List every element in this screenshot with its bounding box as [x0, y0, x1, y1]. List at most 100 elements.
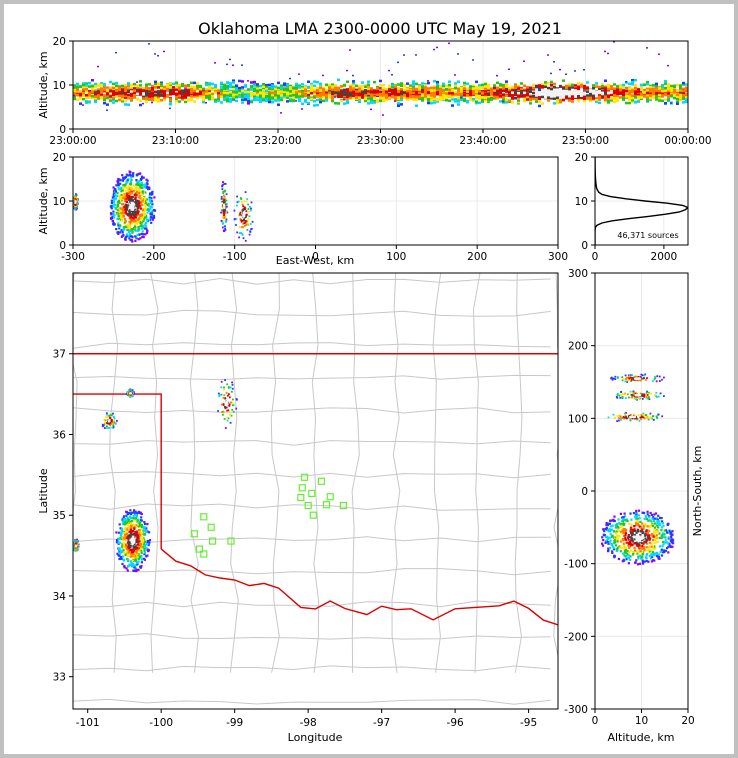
density-cell: [120, 196, 123, 199]
density-cell: [220, 211, 222, 214]
density-cell: [421, 97, 424, 100]
density-cell: [562, 87, 565, 90]
density-cell: [241, 80, 244, 83]
density-cell: [646, 89, 649, 92]
sparse-source: [382, 114, 384, 116]
density-cell: [550, 95, 553, 98]
density-cell: [157, 82, 160, 85]
density-cell: [442, 97, 445, 101]
density-cell: [139, 178, 143, 181]
density-cell: [148, 97, 151, 100]
density-cell: [148, 87, 151, 91]
density-cell: [607, 91, 610, 94]
density-cell: [129, 181, 133, 184]
density-cell: [625, 89, 628, 93]
density-cell: [143, 553, 146, 556]
density-cell: [223, 94, 226, 98]
density-cell: [226, 84, 229, 88]
density-cell: [184, 96, 187, 99]
county-line: [472, 273, 483, 673]
density-cell: [535, 88, 538, 91]
x-tick-label: -100: [149, 717, 173, 729]
density-cell: [412, 83, 415, 87]
density-cell: [91, 79, 94, 82]
density-cell: [580, 93, 583, 96]
density-cell: [451, 93, 454, 96]
density-cell: [256, 93, 259, 97]
density-cell: [160, 86, 163, 90]
y-tick-label: 33: [53, 672, 66, 684]
density-cell: [367, 94, 370, 97]
density-cell: [97, 88, 100, 91]
density-cell: [343, 93, 346, 96]
density-cell: [268, 100, 271, 104]
density-cell: [283, 87, 286, 90]
density-cell: [145, 231, 148, 235]
density-cell: [478, 94, 481, 98]
density-cell: [151, 203, 154, 206]
density-cell: [313, 92, 316, 95]
density-cell: [73, 86, 76, 89]
density-cell: [157, 96, 160, 100]
density-cell: [652, 87, 655, 90]
density-cell: [169, 103, 172, 106]
density-cell: [223, 200, 226, 203]
density-cell: [111, 219, 114, 223]
density-cell: [622, 96, 625, 99]
density-cell: [143, 186, 146, 189]
density-cell: [640, 93, 643, 96]
density-cell: [586, 90, 589, 93]
density-cell: [79, 90, 82, 93]
sparse-source: [97, 65, 99, 68]
density-cell: [145, 100, 148, 103]
density-cell: [277, 96, 280, 99]
density-cell: [493, 86, 496, 90]
density-cell: [251, 220, 254, 223]
density-cell: [361, 85, 364, 88]
density-cell: [427, 81, 430, 85]
density-cell: [508, 99, 511, 102]
county-line: [73, 273, 78, 515]
density-cell: [130, 90, 133, 93]
sparse-source: [295, 100, 297, 102]
density-cell: [128, 230, 132, 233]
density-cell: [124, 91, 127, 94]
density-cell: [97, 90, 100, 93]
density-cell: [239, 197, 242, 199]
density-cell: [598, 88, 601, 91]
density-cell: [496, 87, 499, 91]
density-cell: [126, 186, 129, 189]
density-cell: [246, 198, 249, 200]
density-cell: [271, 84, 274, 87]
density-cell: [475, 100, 478, 103]
density-cell: [283, 96, 286, 100]
sparse-source: [301, 108, 303, 110]
density-cell: [211, 97, 214, 100]
density-cell: [112, 210, 115, 213]
county-line: [270, 273, 280, 673]
density-cell: [220, 101, 223, 104]
density-cell: [130, 564, 133, 567]
density-cell: [143, 527, 146, 530]
density-cell: [138, 218, 141, 221]
density-cell: [151, 98, 154, 102]
density-cell: [337, 91, 340, 94]
density-cell: [229, 92, 232, 96]
density-cell: [229, 85, 232, 89]
density-cell: [145, 222, 148, 225]
density-cell: [248, 215, 251, 218]
density-cell: [140, 232, 143, 235]
density-cell: [280, 93, 283, 97]
density-cell: [193, 94, 196, 98]
density-cell: [146, 179, 149, 182]
figure-title: Oklahoma LMA 2300-0000 UTC May 19, 2021: [198, 19, 562, 38]
density-cell: [409, 90, 412, 93]
density-cell: [547, 90, 550, 93]
density-cell: [682, 101, 685, 104]
density-cell: [502, 98, 505, 102]
density-cell: [129, 548, 132, 551]
density-cell: [248, 233, 251, 236]
sparse-source: [205, 102, 207, 104]
density-cell: [682, 95, 685, 99]
x-tick-label: 23:00:00: [49, 135, 96, 147]
